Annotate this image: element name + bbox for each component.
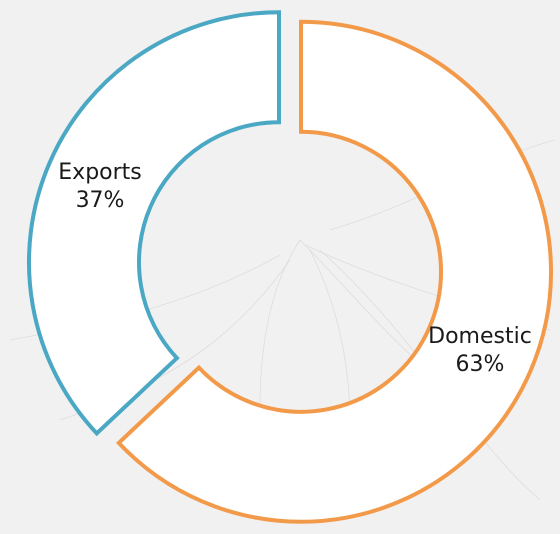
slice-exports [27,10,281,437]
labels-layer: Exports 37% Domestic 63% [58,160,532,377]
slice-label-domestic: Domestic 63% [428,324,532,377]
slice-percent-domestic: 63% [456,352,505,377]
slice-name-exports: Exports [58,160,141,185]
slice-percent-exports: 37% [76,188,125,213]
slice-name-domestic: Domestic [428,324,532,349]
slice-label-exports: Exports 37% [58,160,141,213]
slices-layer [27,10,554,524]
slice-domestic [115,19,554,524]
